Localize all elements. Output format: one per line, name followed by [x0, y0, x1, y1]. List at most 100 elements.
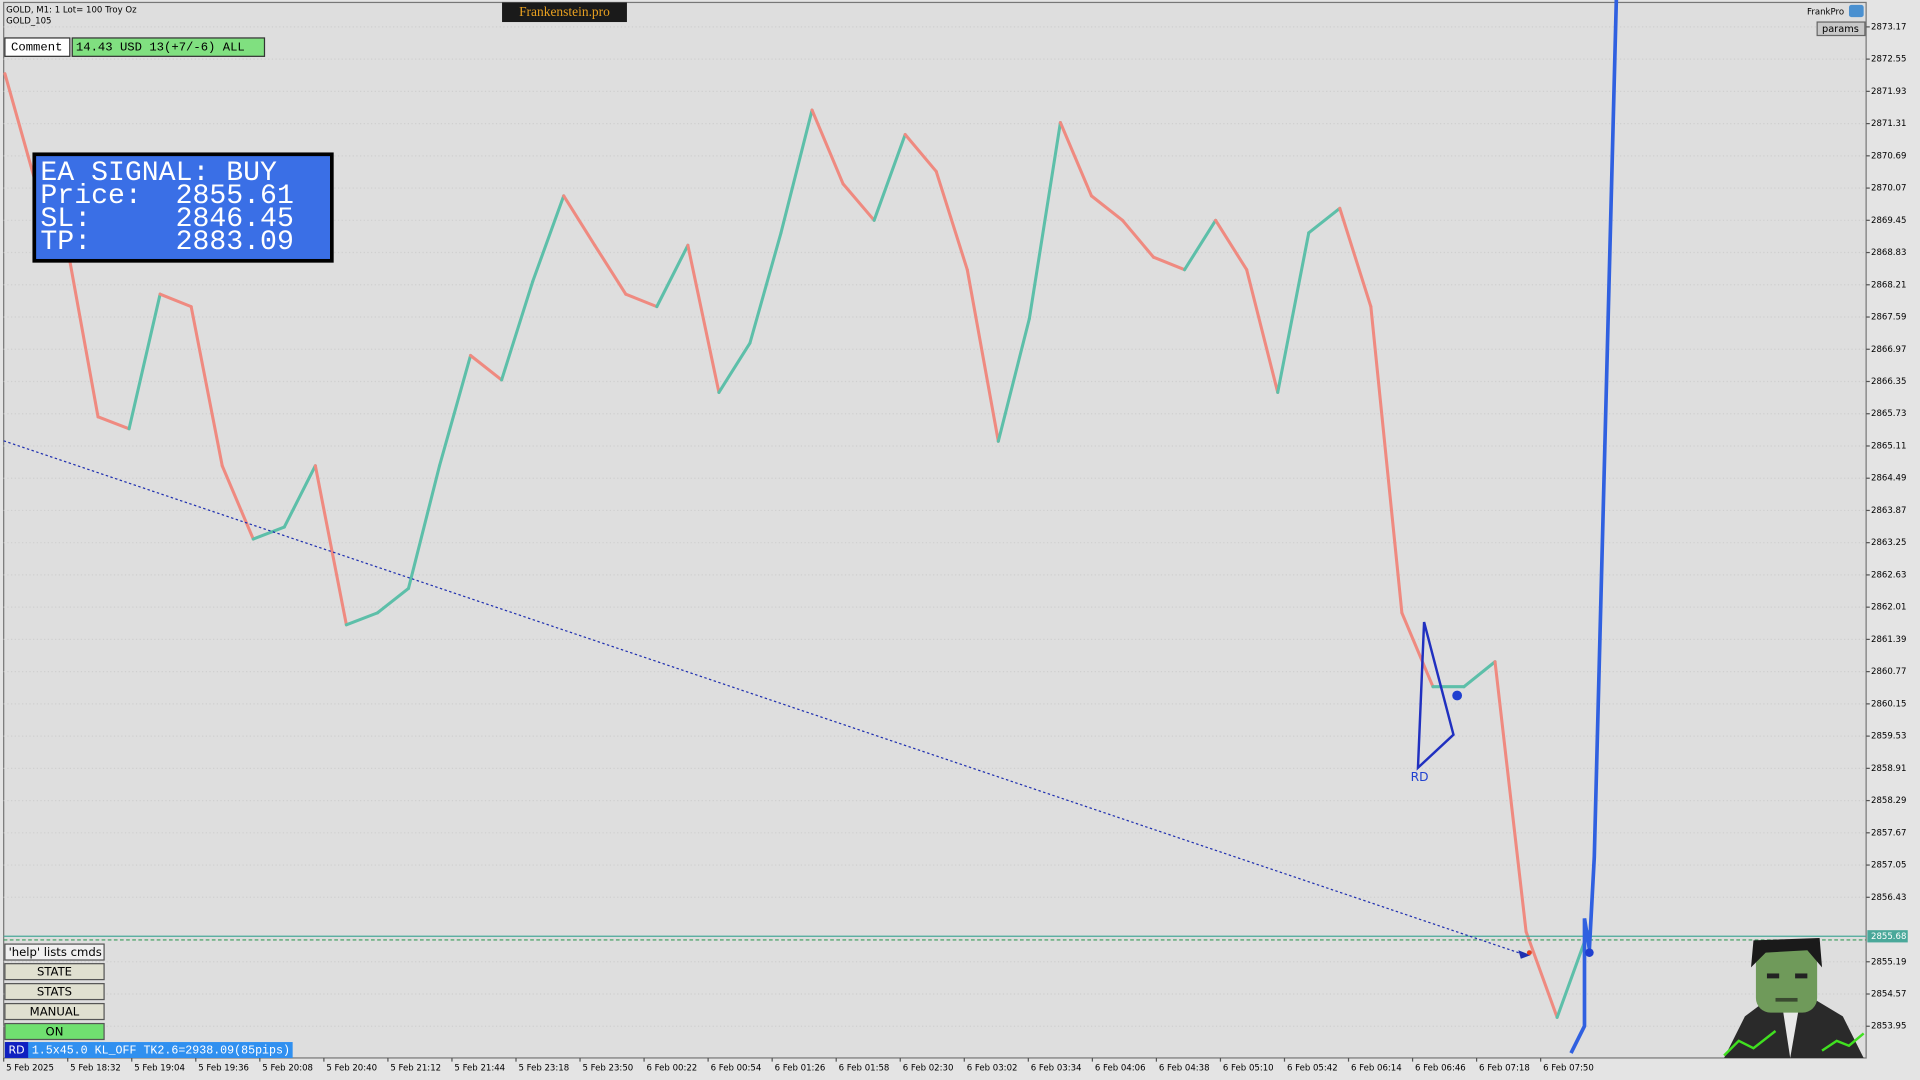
y-tick-label: 2858.91	[1871, 764, 1906, 774]
price-segment	[344, 611, 379, 627]
price-segment	[1276, 231, 1311, 394]
price-segment	[1089, 194, 1125, 222]
signal-line: SL: 2846.45	[40, 204, 293, 235]
price-segment	[934, 169, 969, 272]
price-segment	[593, 243, 628, 296]
brand-box	[502, 2, 627, 23]
price-segment	[1214, 218, 1249, 272]
x-tick-label: 6 Feb 01:26	[775, 1063, 826, 1073]
price-segment	[810, 108, 845, 186]
y-tick-label: 2856.43	[1871, 893, 1906, 903]
command-button[interactable]	[4, 963, 105, 981]
status-text: 1.5x45.0 KL_OFF TK2.6=2938.09(85pips)	[32, 1045, 290, 1058]
price-segment	[189, 305, 224, 468]
x-tick-label: 5 Feb 19:36	[198, 1063, 249, 1073]
price-segment	[469, 353, 504, 382]
y-tick-label: 2853.95	[1871, 1022, 1906, 1032]
command-button[interactable]	[4, 943, 105, 961]
trendline	[3, 440, 1526, 956]
price-segment	[872, 132, 907, 222]
command-button[interactable]	[4, 1022, 105, 1041]
price-segment	[996, 317, 1031, 443]
brand: Frankenstein.pro	[519, 4, 610, 19]
price-segment	[1338, 206, 1373, 309]
x-tick-label: 5 Feb 20:08	[262, 1063, 313, 1073]
y-tick-label: 2867.59	[1871, 313, 1906, 323]
price-segment	[313, 464, 348, 627]
price-segment	[1400, 611, 1435, 689]
price-segment	[748, 231, 783, 345]
y-tick-label: 2859.53	[1871, 732, 1906, 742]
command-label: STATS	[37, 985, 72, 999]
x-tick-label: 5 Feb 23:50	[582, 1063, 633, 1073]
x-tick-label: 5 Feb 19:04	[134, 1063, 185, 1073]
x-tick-label: 6 Feb 04:38	[1159, 1063, 1210, 1073]
forecast-line	[1569, 0, 1619, 1054]
price-segment	[841, 182, 876, 222]
y-tick-label: 2860.77	[1871, 667, 1906, 677]
price-segment	[96, 415, 131, 431]
price-segment	[220, 464, 255, 541]
y-tick-label: 2866.35	[1871, 377, 1906, 387]
command-label: STATE	[37, 965, 72, 979]
price-segment	[1524, 930, 1559, 1019]
x-tick-label: 6 Feb 03:34	[1031, 1063, 1082, 1073]
price-segment	[437, 353, 473, 468]
status-bar	[4, 1042, 293, 1058]
y-tick-label: 2858.29	[1871, 796, 1906, 806]
user-name: FrankPro	[1807, 8, 1844, 18]
price-segment	[1058, 121, 1093, 198]
price-segment	[282, 464, 317, 529]
command-label: ON	[46, 1025, 64, 1039]
y-tick-label: 2857.67	[1871, 828, 1906, 838]
price-segment	[251, 525, 286, 541]
x-tick-label: 6 Feb 07:18	[1479, 1063, 1530, 1073]
price-segment	[3, 72, 38, 186]
price-segment	[903, 132, 938, 173]
y-tick-label: 2866.97	[1871, 345, 1906, 355]
command-button[interactable]	[4, 1002, 105, 1021]
x-tick-label: 6 Feb 05:10	[1223, 1063, 1274, 1073]
signal-line: Price: 2855.61	[40, 181, 293, 212]
y-tick-label: 2869.45	[1871, 216, 1906, 226]
grid: 2873.17 2872.55 2871.93 2871.31 2870.69 2870.…	[3, 22, 1906, 1073]
price-segment	[655, 243, 690, 309]
pattern-dot	[1585, 948, 1594, 957]
pattern-label: RD	[1411, 770, 1429, 784]
x-tick-label: 5 Feb 21:44	[454, 1063, 505, 1073]
y-tick-label: 2870.69	[1871, 151, 1906, 161]
y-tick-label: 2854.57	[1871, 990, 1906, 1000]
summary-box	[71, 37, 266, 57]
signal-line: TP: 2883.09	[40, 227, 293, 258]
params-label: params	[1822, 24, 1859, 35]
price-segment	[158, 292, 193, 309]
price-segment	[65, 243, 100, 419]
y-tick-label: 2855.19	[1871, 957, 1906, 967]
price-segment	[127, 292, 162, 431]
command-label: MANUAL	[30, 1005, 80, 1019]
account-info: GOLD_105	[6, 16, 51, 26]
y-tick-label: 2861.39	[1871, 635, 1906, 645]
price-segment	[1462, 660, 1497, 689]
command-button[interactable]	[4, 983, 105, 1001]
price-segment	[1183, 218, 1218, 272]
comment-button[interactable]	[4, 37, 71, 57]
y-tick-label: 2868.21	[1871, 280, 1906, 290]
summary: 14.43 USD 13(+7/-6) ALL	[76, 40, 245, 54]
x-tick-label: 6 Feb 00:54	[711, 1063, 762, 1073]
price-segment	[779, 108, 814, 235]
y-tick-label: 2863.87	[1871, 506, 1906, 516]
x-tick-label: 5 Feb 21:12	[390, 1063, 441, 1073]
price-segment	[1493, 660, 1528, 934]
params-button[interactable]	[1816, 21, 1866, 37]
x-tick-label: 6 Feb 02:30	[903, 1063, 954, 1073]
x-tick-label: 6 Feb 04:06	[1095, 1063, 1146, 1073]
price-segment	[717, 341, 752, 394]
price-segment	[562, 194, 597, 247]
y-tick-label: 2873.17	[1871, 22, 1906, 32]
price-segment	[1120, 218, 1156, 259]
x-tick-label: 6 Feb 03:02	[967, 1063, 1018, 1073]
command-label: 'help' lists cmds	[9, 945, 102, 959]
trendline-arrow	[1518, 950, 1531, 959]
